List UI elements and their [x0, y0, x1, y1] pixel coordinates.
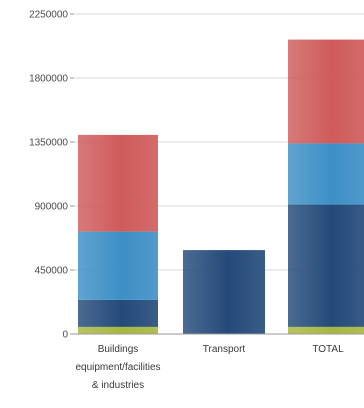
bar-segment [78, 231, 158, 300]
x-category-label: Transport [203, 344, 246, 355]
bar-segment [78, 299, 158, 327]
x-category-label: equipment/facilities [75, 362, 160, 373]
y-tick-label: 900000 [35, 202, 69, 213]
bar-segment [288, 204, 364, 327]
bars-layer [78, 39, 364, 334]
x-category-label: TOTAL [312, 344, 344, 355]
bar-segment [288, 143, 364, 205]
x-category-label: & industries [92, 380, 144, 391]
axis-layer [70, 13, 364, 335]
bar-segment [288, 39, 364, 144]
bar-segment [78, 134, 158, 232]
labels-layer: 0 450000 900000 1350000 1800000 2250000 Buildi… [29, 10, 344, 392]
x-category-label: Buildings [98, 344, 139, 355]
y-tick-label: 0 [62, 330, 68, 341]
bar-segment [288, 326, 364, 334]
bar-segment [78, 326, 158, 334]
y-tick-label: 1800000 [29, 74, 68, 85]
y-tick-label: 1350000 [29, 138, 68, 149]
bar-segment [183, 250, 265, 334]
y-tick-label: 2250000 [29, 10, 68, 21]
y-tick-label: 450000 [35, 266, 69, 277]
